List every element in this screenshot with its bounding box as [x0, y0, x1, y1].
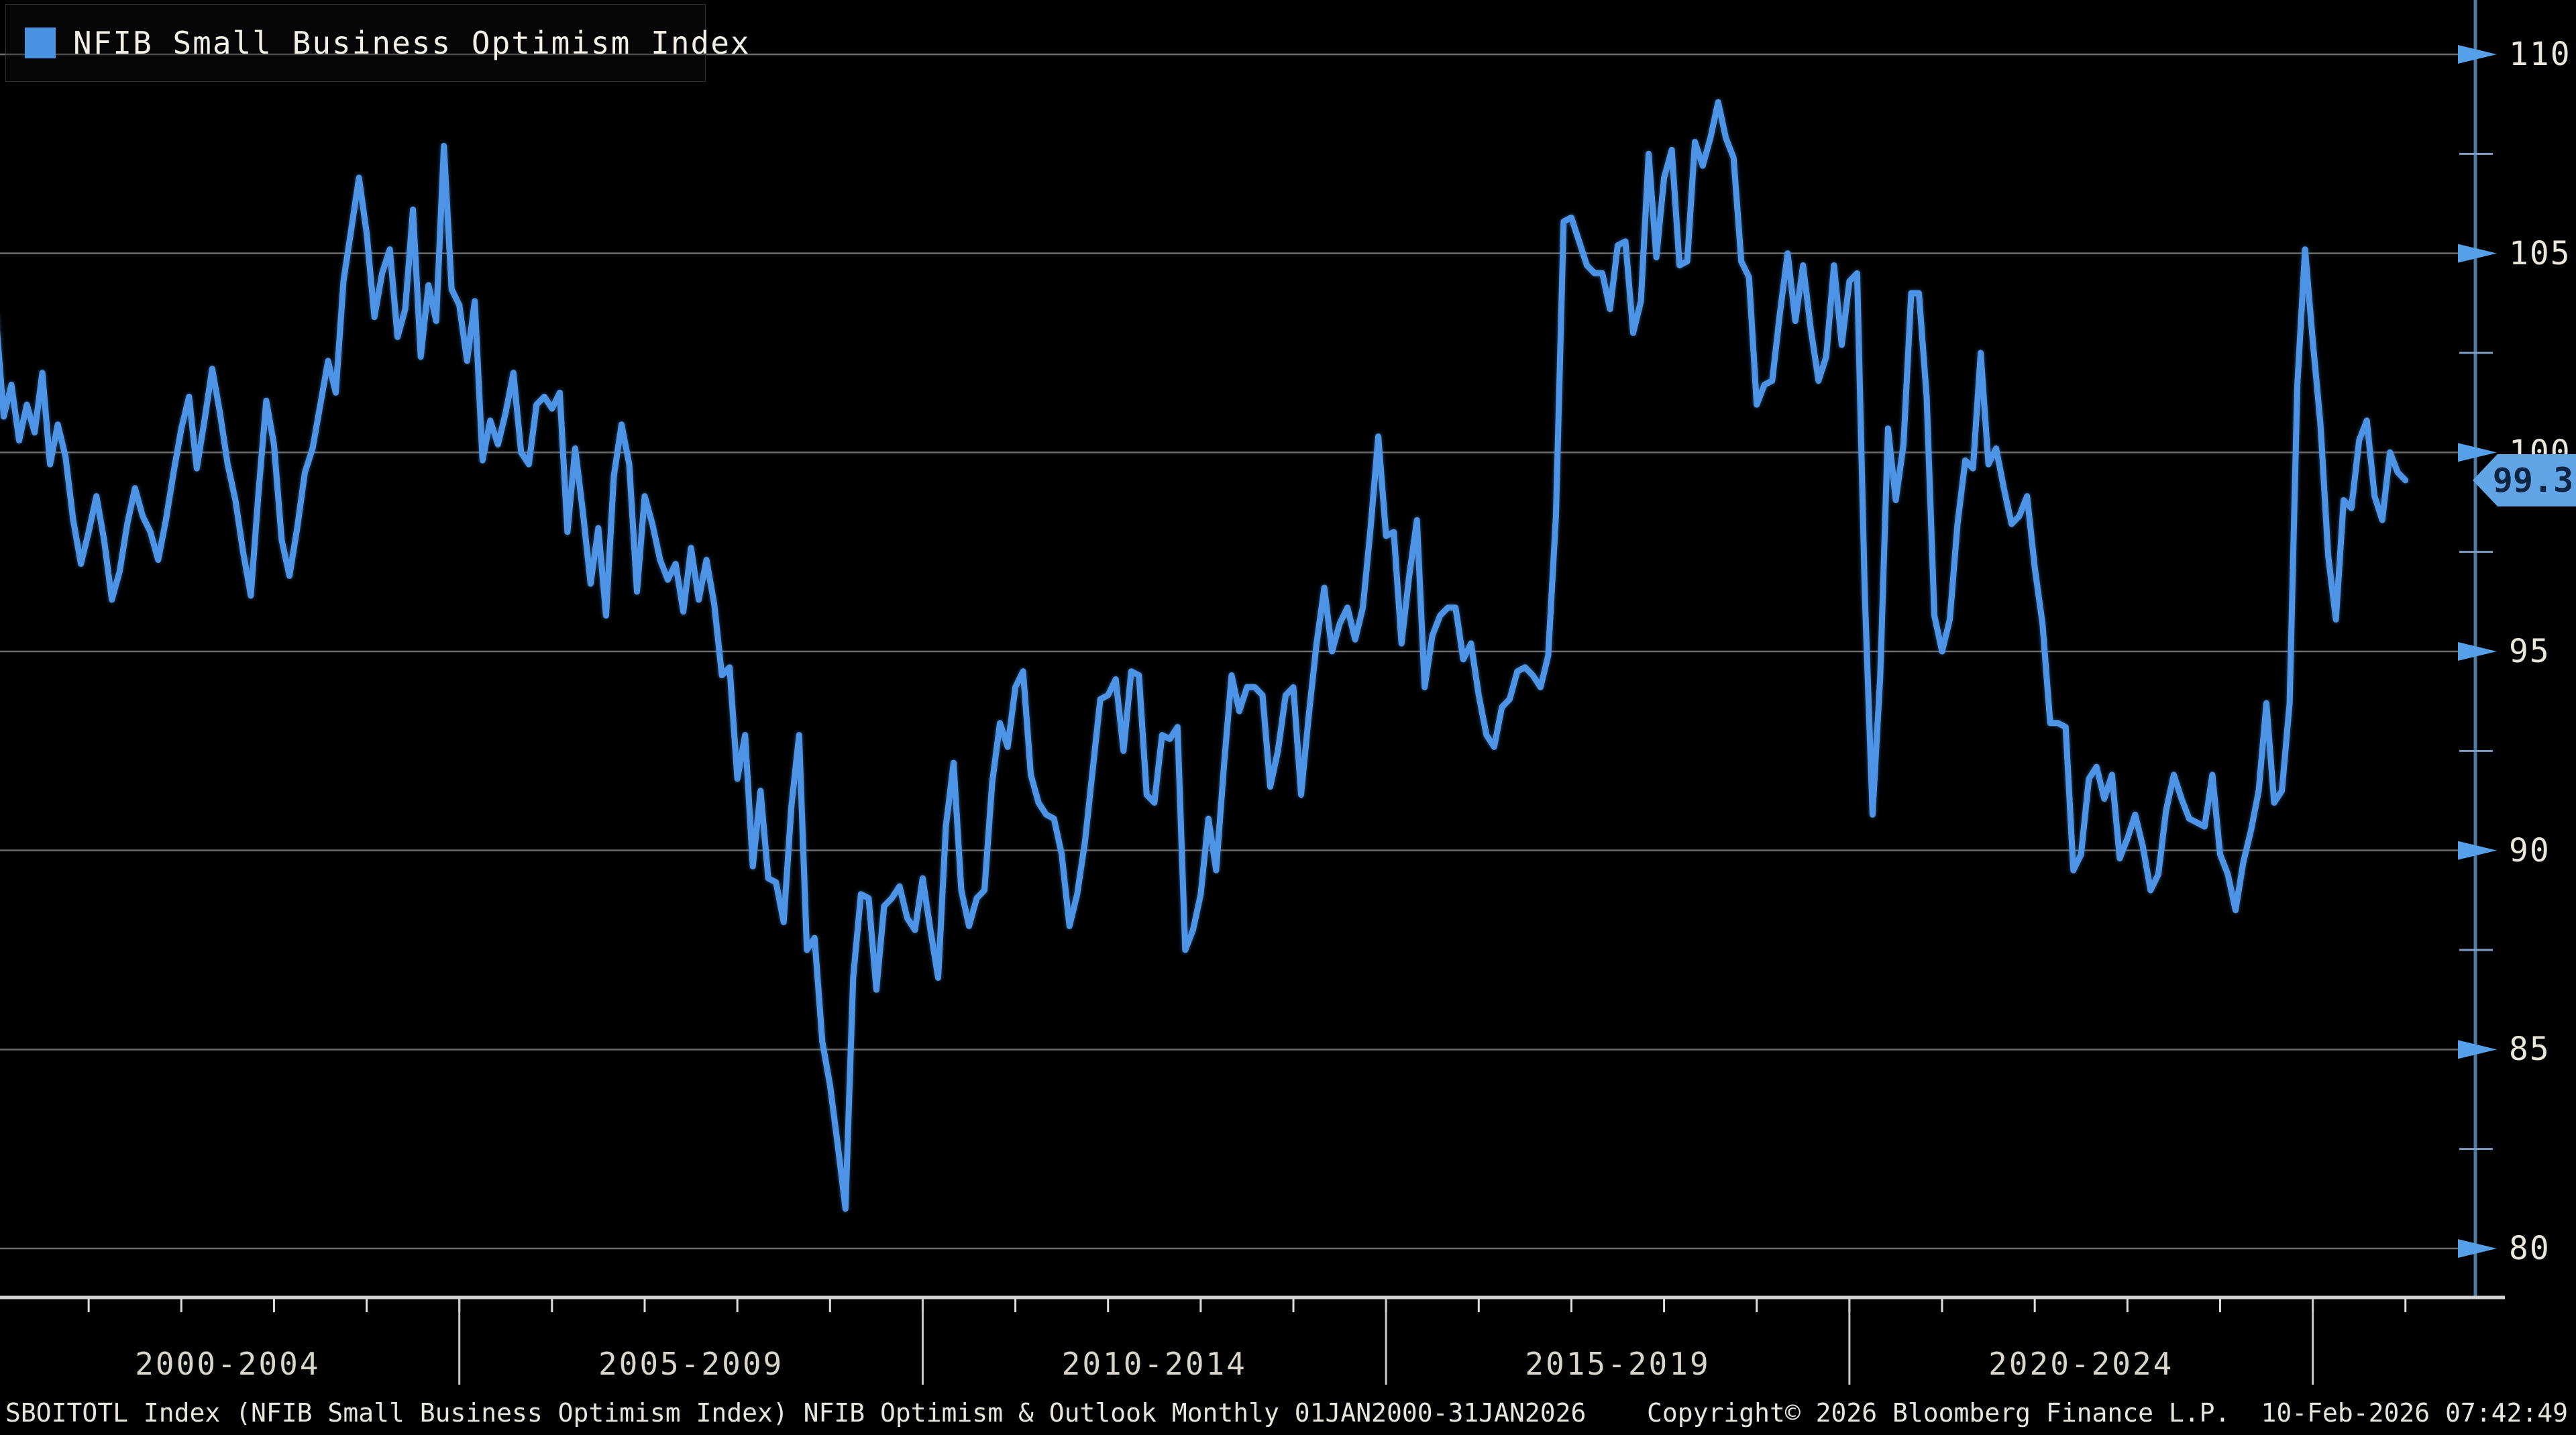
series-line — [0, 99, 2409, 1212]
x-axis-band-label: 2010-2014 — [1061, 1346, 1247, 1382]
last-value-text: 99.3 — [2492, 460, 2574, 500]
y-tick-arrow-icon — [2458, 443, 2497, 462]
y-axis-tick-label: 110 — [2509, 36, 2571, 73]
y-tick-arrow-icon — [2458, 1040, 2497, 1059]
copyright-text: Copyright© 2026 Bloomberg Finance L.P. — [1647, 1397, 2231, 1428]
y-tick-arrow-icon — [2458, 641, 2497, 661]
legend[interactable]: NFIB Small Business Optimism Index — [5, 4, 749, 82]
status-bar: SBOITOTL Index (NFIB Small Business Opti… — [0, 1390, 2576, 1435]
y-tick-arrow-icon — [2458, 45, 2497, 64]
y-axis-tick-label: 105 — [2509, 234, 2571, 272]
y-axis-tick-label: 90 — [2509, 831, 2551, 869]
y-axis-tick-label: 95 — [2509, 632, 2551, 670]
y-axis-tick-label: 80 — [2509, 1229, 2551, 1267]
x-axis-band-label: 2000-2004 — [135, 1346, 321, 1382]
security-description: SBOITOTL Index (NFIB Small Business Opti… — [5, 1397, 1587, 1428]
last-value-badge: 99.3 — [2473, 454, 2576, 507]
timestamp: 10-Feb-2026 07:42:49 — [2261, 1397, 2568, 1428]
y-tick-arrow-icon — [2458, 1238, 2497, 1258]
y-tick-arrow-icon — [2458, 841, 2497, 860]
series-swatch-icon — [25, 28, 56, 58]
x-axis-band-label: 2015-2019 — [1525, 1346, 1711, 1382]
x-axis-band-label: 2020-2024 — [1988, 1346, 2174, 1382]
legend-series-label: NFIB Small Business Optimism Index — [73, 25, 751, 61]
y-axis-tick-label: 85 — [2509, 1030, 2551, 1069]
x-axis-band-label: 2005-2009 — [598, 1346, 784, 1382]
y-tick-arrow-icon — [2458, 244, 2497, 263]
